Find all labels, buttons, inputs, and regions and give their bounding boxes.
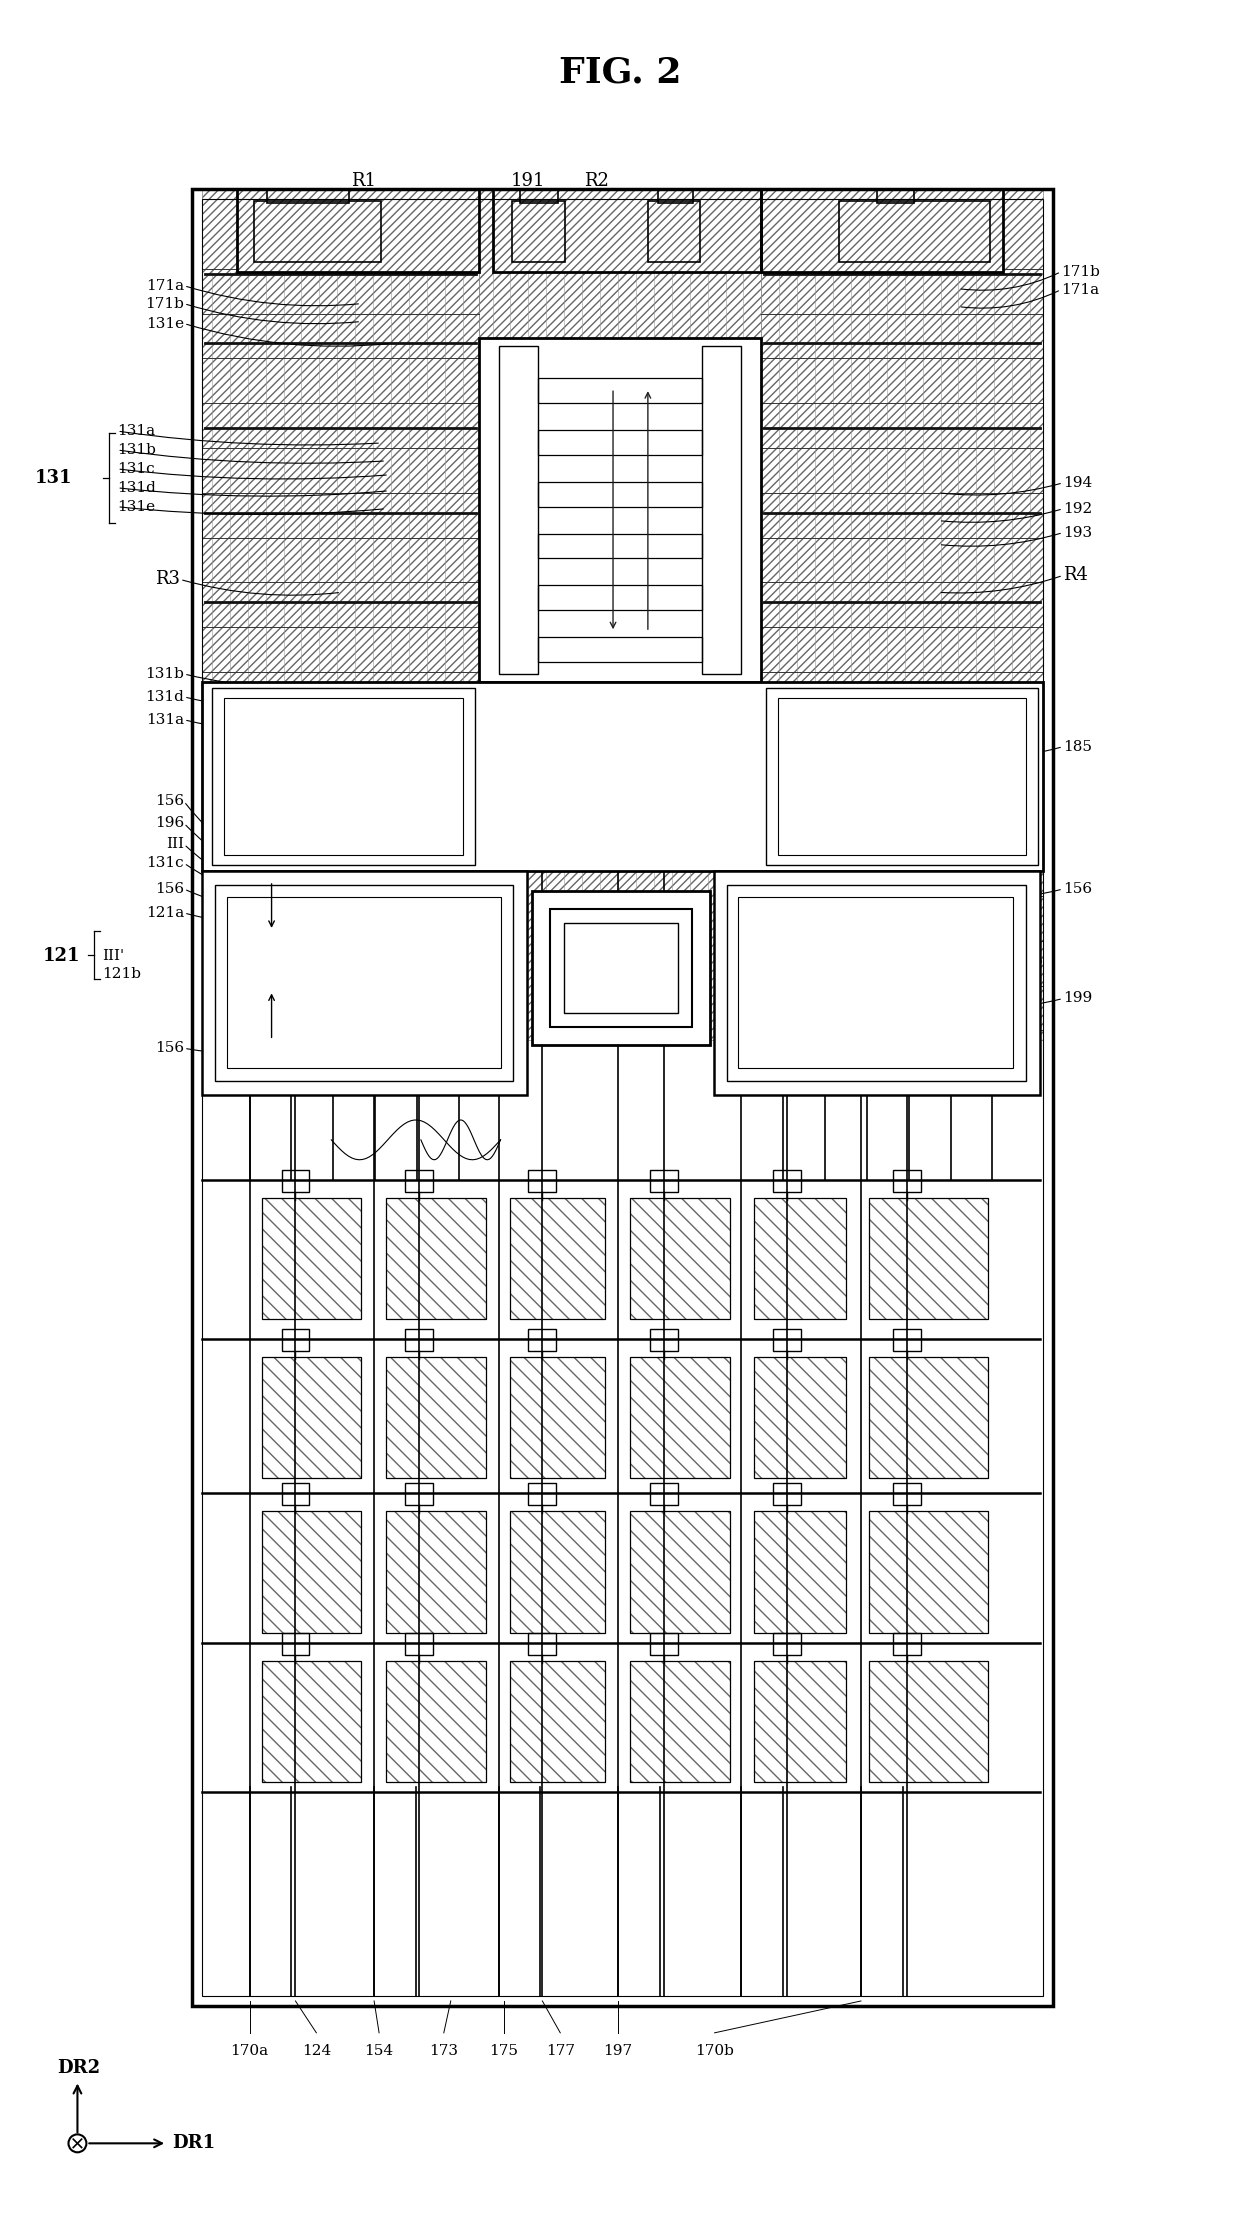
Polygon shape	[262, 1512, 361, 1632]
Text: 156: 156	[155, 881, 184, 897]
Text: 185: 185	[1063, 739, 1092, 753]
Polygon shape	[386, 1660, 486, 1782]
Text: 154: 154	[365, 2044, 393, 2057]
Text: DR2: DR2	[57, 2059, 100, 2077]
Polygon shape	[262, 1357, 361, 1479]
Text: 170a: 170a	[231, 2044, 269, 2057]
Text: 156: 156	[155, 1041, 184, 1056]
Polygon shape	[630, 1512, 729, 1632]
Text: R2: R2	[584, 173, 609, 190]
Polygon shape	[511, 1660, 605, 1782]
Text: 131b: 131b	[145, 666, 184, 682]
Text: 131d: 131d	[145, 691, 184, 704]
Polygon shape	[511, 1357, 605, 1479]
Polygon shape	[869, 1660, 988, 1782]
Text: 171a: 171a	[1061, 283, 1099, 297]
Text: 121b: 121b	[103, 968, 141, 981]
Text: 196: 196	[155, 817, 184, 830]
Text: 121: 121	[43, 948, 81, 965]
Text: 121a: 121a	[146, 906, 184, 919]
Polygon shape	[869, 1512, 988, 1632]
Polygon shape	[754, 1357, 846, 1479]
Text: 131e: 131e	[118, 500, 155, 514]
Text: 171a: 171a	[146, 279, 184, 292]
Polygon shape	[754, 1660, 846, 1782]
Polygon shape	[479, 188, 761, 339]
Polygon shape	[630, 1198, 729, 1320]
Polygon shape	[630, 1660, 729, 1782]
Polygon shape	[202, 870, 527, 1096]
Text: R4: R4	[1063, 567, 1087, 584]
Polygon shape	[630, 1357, 729, 1479]
Text: 131: 131	[35, 469, 72, 487]
Text: 131a: 131a	[146, 713, 184, 726]
Text: DR1: DR1	[172, 2134, 216, 2152]
Polygon shape	[262, 1660, 361, 1782]
Polygon shape	[386, 1512, 486, 1632]
Text: FIG. 2: FIG. 2	[559, 55, 681, 89]
Text: 173: 173	[429, 2044, 459, 2057]
Polygon shape	[386, 1198, 486, 1320]
Text: 131e: 131e	[146, 317, 184, 330]
Text: 194: 194	[1063, 476, 1092, 489]
Text: 131a: 131a	[118, 425, 155, 438]
Text: 197: 197	[604, 2044, 632, 2057]
Text: 131d: 131d	[118, 480, 156, 494]
Polygon shape	[713, 870, 1040, 1096]
Text: III': III'	[103, 948, 124, 963]
Text: R1: R1	[351, 173, 376, 190]
Polygon shape	[869, 1357, 988, 1479]
Text: R3: R3	[155, 571, 180, 589]
Polygon shape	[492, 188, 761, 272]
Text: 156: 156	[155, 795, 184, 808]
Text: 171b: 171b	[1061, 266, 1100, 279]
Text: 191: 191	[511, 173, 546, 190]
Text: 175: 175	[489, 2044, 518, 2057]
Polygon shape	[237, 188, 479, 272]
Polygon shape	[869, 1198, 988, 1320]
Polygon shape	[754, 1512, 846, 1632]
Text: 192: 192	[1063, 503, 1092, 516]
Text: 131b: 131b	[118, 443, 156, 456]
Polygon shape	[262, 1198, 361, 1320]
Text: 131c: 131c	[118, 463, 155, 476]
Polygon shape	[761, 188, 1003, 272]
Text: 193: 193	[1063, 525, 1092, 540]
Text: 131c: 131c	[146, 857, 184, 870]
Polygon shape	[754, 1198, 846, 1320]
Polygon shape	[532, 890, 709, 1045]
Text: 124: 124	[301, 2044, 331, 2057]
Polygon shape	[386, 1357, 486, 1479]
Polygon shape	[511, 1512, 605, 1632]
Polygon shape	[479, 339, 761, 682]
Text: 156: 156	[1063, 881, 1092, 897]
Polygon shape	[479, 682, 761, 1041]
Text: 199: 199	[1063, 992, 1092, 1005]
Polygon shape	[761, 188, 1043, 1041]
Polygon shape	[202, 188, 479, 1041]
Polygon shape	[202, 682, 1043, 870]
Text: III: III	[166, 837, 184, 850]
Text: 177: 177	[546, 2044, 575, 2057]
Text: 171b: 171b	[145, 297, 184, 310]
Polygon shape	[511, 1198, 605, 1320]
Text: 170b: 170b	[696, 2044, 734, 2057]
